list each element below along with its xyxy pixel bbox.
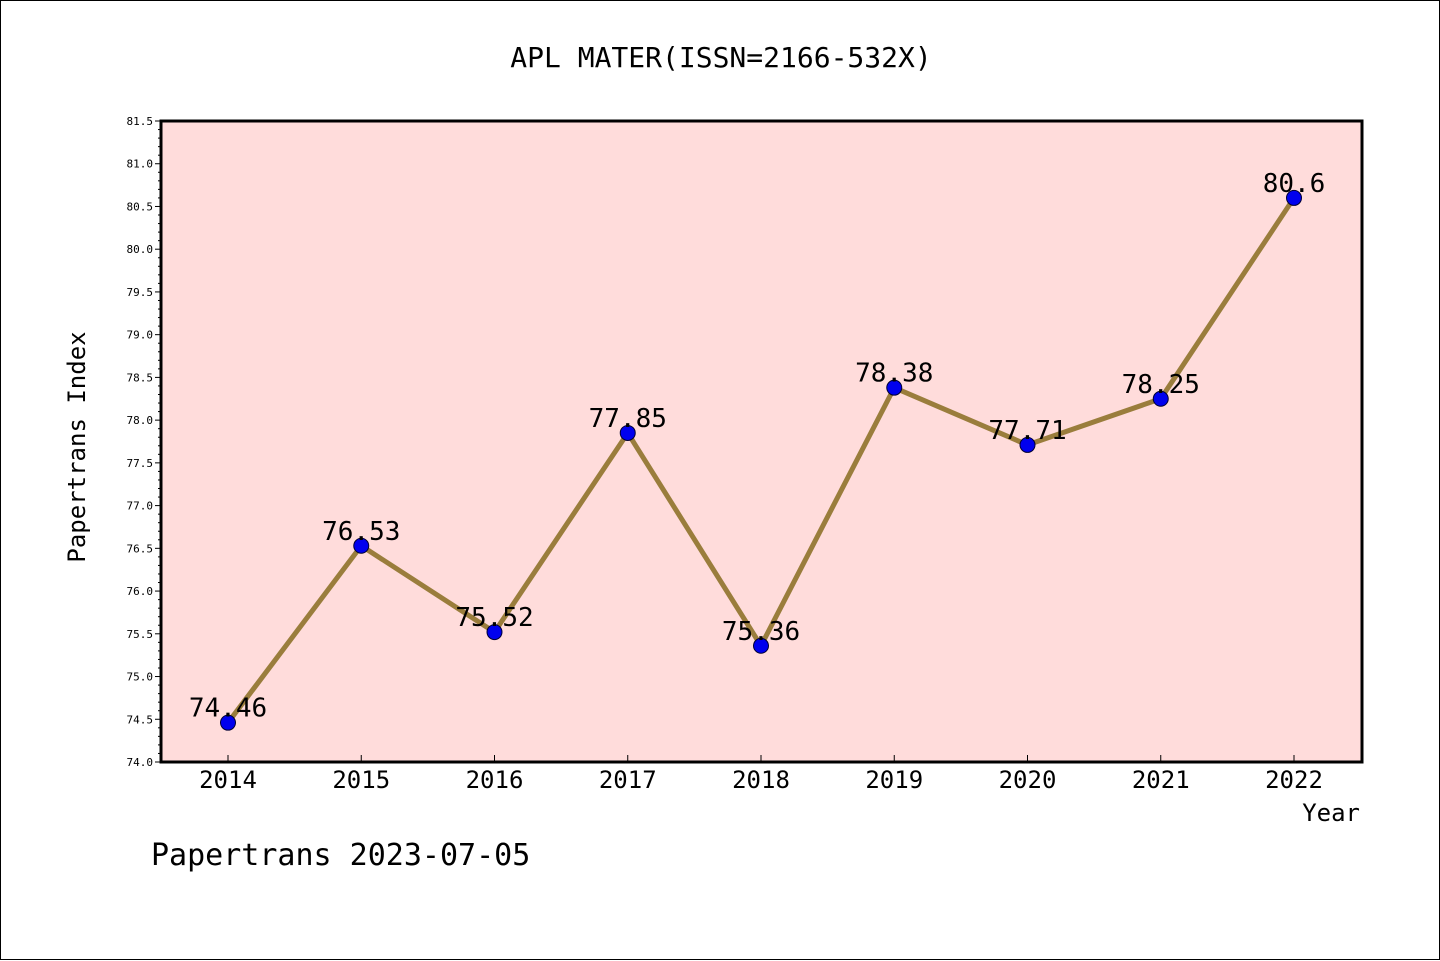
y-tick-label: 74.5 [127, 713, 154, 726]
chart-title: APL MATER(ISSN=2166-532X) [510, 41, 931, 74]
x-tick-label: 2022 [1265, 766, 1323, 794]
data-point-marker [1152, 390, 1169, 407]
data-point-marker [753, 637, 769, 654]
plot-border [159, 119, 1364, 764]
y-axis-title: Papertrans Index [63, 331, 91, 562]
data-label: 78.25 [1122, 370, 1200, 400]
y-tick-label: 78.0 [127, 414, 154, 427]
x-tick-label: 2018 [732, 766, 790, 794]
y-tick-label: 81.5 [127, 115, 154, 128]
data-label: 77.71 [988, 416, 1066, 446]
footer-watermark-text: Papertrans 2023-07-05 [151, 838, 530, 873]
data-label: 76.53 [322, 517, 400, 547]
y-tick-label: 78.5 [127, 371, 154, 384]
data-point-marker [619, 424, 636, 441]
x-tick-label: 2019 [865, 766, 923, 794]
data-label: 78.38 [855, 359, 933, 389]
data-label: 80.6 [1263, 169, 1326, 199]
y-tick-label: 75.5 [127, 628, 154, 641]
y-axis: 74.0 74.5 75.0 75.5 76.0 76.5 77.0 77.5 78.0 78.5… [127, 115, 161, 769]
data-point-marker [1019, 436, 1036, 453]
y-tick-label: 76.0 [127, 585, 154, 598]
x-tick-label: 2015 [332, 766, 390, 794]
y-tick-label: 80.5 [127, 200, 154, 213]
plot-area [161, 121, 1362, 762]
x-tick-label: 2014 [199, 766, 257, 794]
data-label: 75.36 [722, 617, 800, 647]
x-tick-label: 2016 [466, 766, 524, 794]
y-tick-label: 80.0 [127, 243, 154, 256]
data-label: 77.85 [589, 404, 667, 434]
data-point-marker [1286, 189, 1302, 206]
data-label: 74.46 [189, 694, 267, 724]
data-point-marker [220, 714, 236, 731]
y-tick-label: 74.0 [127, 756, 154, 769]
y-tick-label: 76.5 [127, 542, 154, 555]
y-tick-label: 75.0 [127, 671, 154, 684]
y-tick-label: 77.5 [127, 457, 154, 470]
data-point-marker [486, 624, 503, 641]
data-point-marker [886, 379, 903, 396]
y-tick-label: 77.0 [127, 500, 154, 513]
x-tick-label: 2020 [999, 766, 1057, 794]
data-labels-layer: 74.46 76.53 75.52 77.85 75.36 78.38 77.71 78.25… [189, 169, 1325, 724]
y-tick-label: 79.5 [127, 286, 154, 299]
x-axis-title: Year [1302, 799, 1360, 827]
y-tick-label: 81.0 [127, 158, 154, 171]
data-point-marker [353, 537, 370, 554]
x-axis: 2014 2015 2016 2017 2018 2019 2020 2021 2022 [199, 755, 1323, 794]
y-tick-label: 79.0 [127, 329, 154, 342]
markers-layer [220, 189, 1302, 731]
x-tick-label: 2021 [1132, 766, 1190, 794]
x-tick-label: 2017 [599, 766, 657, 794]
data-label: 75.52 [455, 603, 533, 633]
